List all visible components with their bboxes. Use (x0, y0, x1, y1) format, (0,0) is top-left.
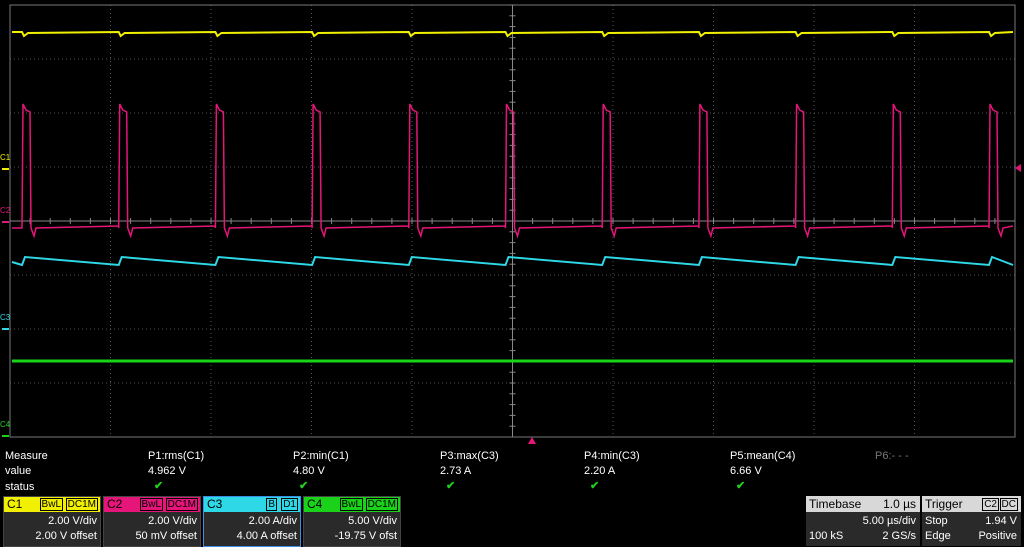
measure-value: 6.66 V (730, 465, 762, 477)
timebase-rate: 2 GS/s (882, 530, 916, 542)
channel-tag: DC1M (165, 498, 198, 511)
trigger-level: 1.94 V (985, 515, 1017, 527)
channel-tag: DC1M (365, 498, 398, 511)
channel-tag: BwL (339, 498, 363, 511)
measure-header: P3:max(C3) (440, 450, 499, 462)
trigger-coupling: DC (999, 498, 1018, 511)
trigger-title: Trigger (925, 497, 963, 511)
channel-scale: 5.00 V/div (348, 515, 397, 527)
channel-header: C1 BwL DC1M (4, 497, 100, 512)
channel-name: C3 (207, 497, 223, 511)
channel-scale: 2.00 V/div (148, 515, 197, 527)
timebase-delay: 1.0 µs (883, 497, 916, 511)
channel-header: C3 B D1 (204, 497, 300, 512)
status-check: ✔ (299, 480, 309, 492)
measure-value: value (5, 465, 32, 477)
channel-offset: 2.00 V offset (35, 530, 97, 542)
measure-value: 4.962 V (148, 465, 186, 477)
trigger-header (922, 496, 1021, 512)
channel-box: C3 B D1 2.00 A/div 4.00 A offset (203, 496, 301, 547)
channel-marker: C1 (0, 153, 11, 162)
trigger-position-marker (528, 437, 536, 444)
trigger-slope: Positive (978, 530, 1017, 542)
channel-header: C4 BwL DC1M (304, 497, 400, 512)
trigger-type: Edge (925, 530, 951, 542)
channel-offset: 50 mV offset (135, 530, 197, 542)
channel-marker: C2 (0, 206, 11, 215)
channel-name: C1 (7, 497, 23, 511)
timebase-header (806, 496, 920, 512)
waveform-c1 (12, 30, 1014, 38)
trigger-mode: Stop (925, 515, 948, 527)
channel-marker: C3 (0, 313, 11, 322)
channel-marker: C4 (0, 420, 11, 429)
channel-box: C4 BwL DC1M 5.00 V/div -19.75 V ofst (303, 496, 401, 547)
trigger-level-marker (1015, 164, 1021, 172)
measure-header: Measure (5, 450, 48, 462)
channel-tag: D1 (281, 498, 298, 511)
measure-header: P5:mean(C4) (730, 450, 796, 462)
status-check: ✔ (736, 480, 746, 492)
timebase-box: Timebase 1.0 µs 5.00 µs/div 100 kS 2 GS/s (806, 496, 920, 546)
measure-header: P1:rms(C1) (148, 450, 205, 462)
status-check: ✔ (590, 480, 600, 492)
channel-tag: B (266, 498, 277, 511)
measure-header: P4:min(C3) (584, 450, 640, 462)
channel-offset: 4.00 A offset (236, 530, 297, 542)
status-check: ✔ (446, 480, 456, 492)
channel-scale: 2.00 V/div (48, 515, 97, 527)
measure-value: 2.20 A (584, 465, 616, 477)
waveform-c3 (11, 255, 1014, 267)
timebase-title: Timebase (809, 497, 862, 511)
channel-scale: 2.00 A/div (248, 515, 297, 527)
channel-box: C2 BwL DC1M 2.00 V/div 50 mV offset (103, 496, 201, 547)
channel-name: C2 (107, 497, 123, 511)
trigger-box: Trigger C2 DC Stop 1.94 V Edge Positive (922, 496, 1021, 546)
trigger-source: C2 (982, 498, 999, 511)
channel-tag: BwL (39, 498, 63, 511)
channel-header: C2 BwL DC1M (104, 497, 200, 512)
measure-header: P2:min(C1) (293, 450, 349, 462)
measure-value: 4.80 V (293, 465, 325, 477)
channel-name: C4 (307, 497, 323, 511)
measure-status: status (5, 481, 35, 493)
channel-offset: -19.75 V ofst (334, 530, 397, 542)
waveform-c2 (12, 103, 1014, 239)
channel-tag: DC1M (65, 498, 98, 511)
channel-tag: BwL (139, 498, 163, 511)
channel-box: C1 BwL DC1M 2.00 V/div 2.00 V offset (3, 496, 101, 547)
timebase-scale: 5.00 µs/div (862, 515, 916, 527)
timebase-samples: 100 kS (809, 530, 844, 542)
measure-header: P6:- - - (875, 450, 909, 462)
display: C1 C2 C3 C4 (0, 4, 1021, 444)
status-check: ✔ (154, 480, 164, 492)
measure-value: 2.73 A (440, 465, 472, 477)
